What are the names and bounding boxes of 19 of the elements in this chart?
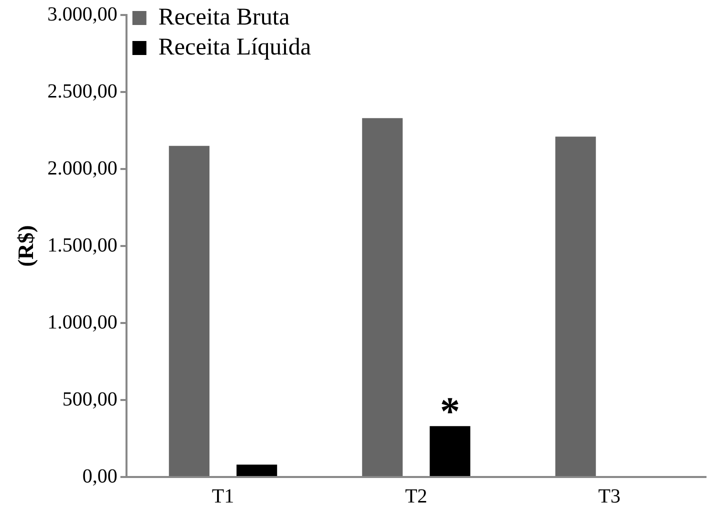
- bar: [168, 146, 210, 476]
- y-tick-label: 2.000,00: [47, 157, 118, 180]
- y-tick-label: 3.000,00: [47, 3, 118, 26]
- y-tick-label: 500,00: [62, 388, 118, 410]
- y-axis-title: (R$): [12, 225, 38, 267]
- bar: [430, 426, 470, 476]
- y-tick-label: 0,00: [82, 465, 118, 488]
- y-tick-label: 1.000,00: [47, 311, 118, 334]
- bar: [362, 118, 403, 476]
- legend-label: Receita Líquida: [158, 34, 312, 60]
- x-tick-label: T3: [598, 485, 621, 508]
- y-tick-label: 1.500,00: [47, 234, 118, 256]
- x-tick-label: T2: [405, 485, 428, 508]
- y-tick-label: 2.500,00: [47, 80, 118, 102]
- bar: [236, 464, 278, 476]
- x-tick-label: T1: [212, 485, 234, 508]
- annotation: *: [440, 388, 460, 434]
- bar: [555, 136, 596, 476]
- legend-label: Receita Bruta: [158, 4, 290, 30]
